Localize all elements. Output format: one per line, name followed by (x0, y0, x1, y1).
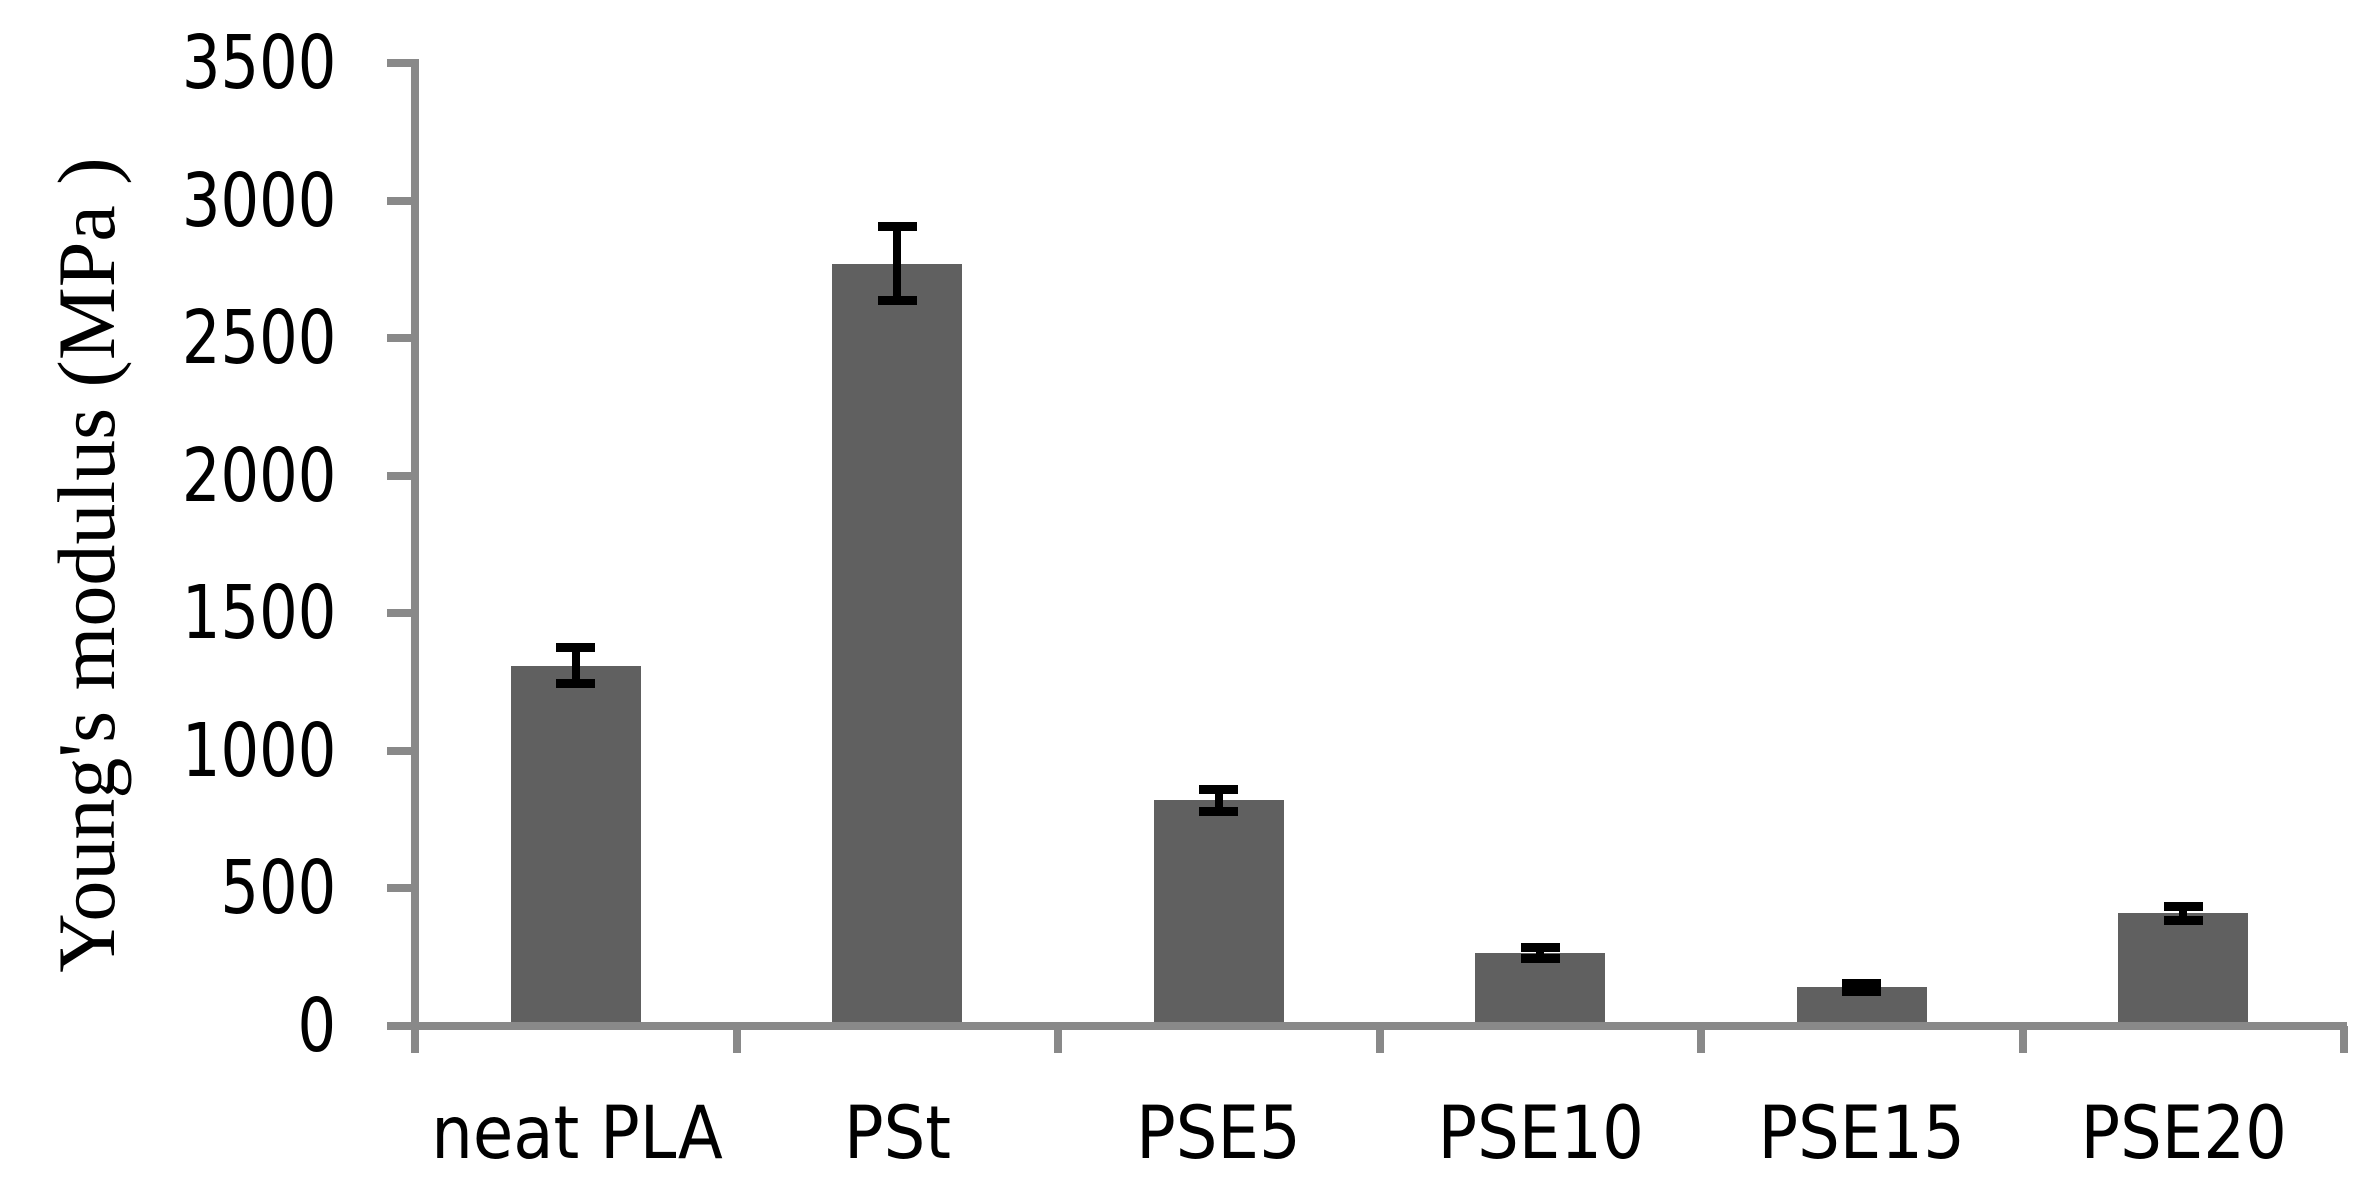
x-category-label-text: neat PLA (431, 1091, 723, 1176)
x-category-label: neat PLA (415, 1097, 737, 1170)
error-bar-cap-top (1842, 978, 1882, 988)
x-category-label: PSE20 (2023, 1097, 2345, 1170)
error-bar-cap-bottom (1520, 954, 1560, 964)
x-tick (2018, 1026, 2027, 1053)
error-bar-line (1214, 789, 1223, 812)
error-bar-cap-bottom (556, 678, 596, 688)
y-tick (387, 471, 415, 480)
x-tick (1375, 1026, 1384, 1053)
y-tick (387, 609, 415, 618)
y-tick-label: 1500 (116, 576, 336, 650)
error-bar-cap-top (2163, 901, 2203, 911)
x-category-label: PSt (737, 1097, 1059, 1170)
y-tick-label-text: 0 (297, 983, 336, 1069)
y-tick-label: 500 (116, 851, 336, 925)
error-bar-cap-bottom (1199, 806, 1239, 816)
error-bar-cap-top (1199, 784, 1239, 794)
y-tick-label: 1000 (116, 714, 336, 788)
y-tick-label-text: 3000 (181, 157, 336, 244)
y-tick (387, 196, 415, 205)
x-tick (2340, 1026, 2348, 1053)
bar (1475, 953, 1606, 1026)
x-category-label-text: PSE20 (2080, 1091, 2287, 1176)
bar (2118, 913, 2249, 1026)
x-category-label-text: PSt (843, 1091, 951, 1176)
x-axis-line (387, 1022, 2347, 1030)
error-bar-cap-top (1520, 943, 1560, 953)
y-tick-label: 2500 (116, 301, 336, 375)
error-bar-cap-top (556, 643, 596, 653)
x-category-label-text: PSE15 (1758, 1091, 1965, 1176)
y-tick-label: 2000 (116, 439, 336, 513)
y-tick-label-text: 500 (220, 845, 336, 932)
y-tick-label-text: 3500 (181, 20, 336, 106)
x-tick (732, 1026, 741, 1053)
x-category-label: PSE15 (1701, 1097, 2023, 1170)
error-bar-line (1536, 947, 1545, 959)
bar (1153, 800, 1284, 1026)
bar (510, 665, 641, 1026)
error-bar-line (2179, 906, 2188, 921)
x-category-label: PSE5 (1058, 1097, 1380, 1170)
error-bar-cap-bottom (1842, 987, 1882, 997)
error-bar-cap-bottom (2163, 915, 2203, 925)
y-tick (387, 59, 415, 67)
bar (832, 263, 963, 1026)
y-axis-line (411, 59, 419, 1053)
x-tick (1697, 1026, 1705, 1053)
x-category-label: PSE10 (1380, 1097, 1702, 1170)
error-bar-cap-top (877, 222, 917, 232)
y-tick-label: 3500 (116, 26, 336, 100)
y-tick-label: 0 (116, 989, 336, 1063)
x-category-label-text: PSE10 (1437, 1091, 1644, 1176)
y-tick (387, 334, 415, 343)
error-bar-line (893, 226, 902, 301)
x-tick (1054, 1026, 1062, 1053)
y-tick (387, 746, 415, 755)
x-category-label-text: PSE5 (1136, 1091, 1302, 1176)
y-tick-label-text: 1500 (181, 570, 336, 657)
y-tick-label: 3000 (116, 164, 336, 238)
y-tick-label-text: 2000 (181, 432, 336, 519)
y-tick-label-text: 2500 (181, 295, 336, 382)
error-bar-cap-bottom (877, 296, 917, 306)
error-bar-line (571, 647, 580, 684)
y-tick (387, 884, 415, 893)
y-tick-label-text: 1000 (181, 707, 336, 794)
